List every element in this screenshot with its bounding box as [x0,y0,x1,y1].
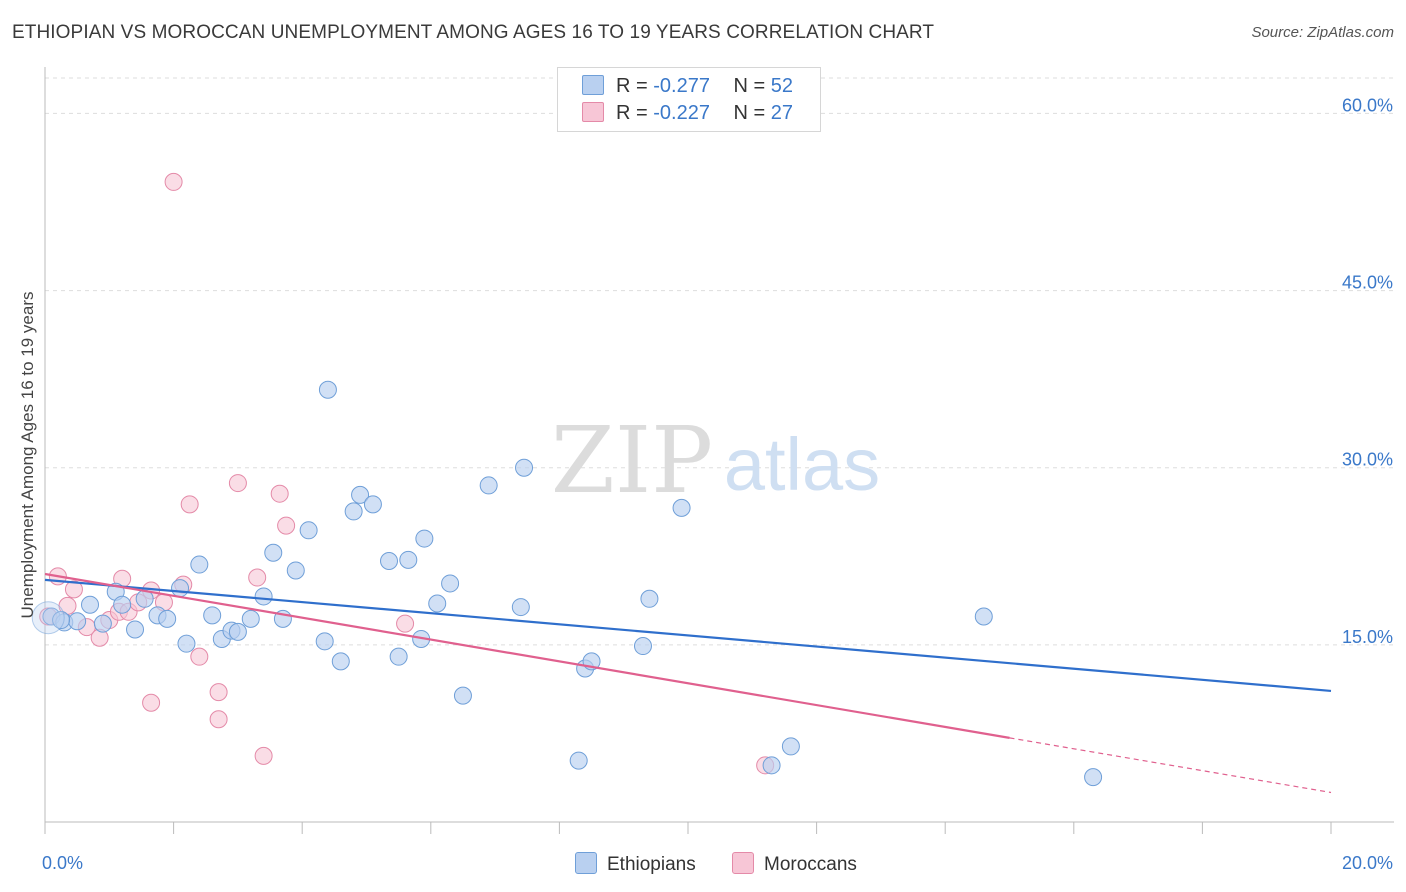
y-tick-label: 45.0% [1342,273,1393,293]
legend-n-label: N = [733,102,771,124]
ethiopians-point [81,595,100,614]
legend-n-label: N = [733,75,771,97]
ethiopians-point [241,609,260,628]
ethiopians-point [93,614,112,633]
watermark-zip: ZIP [551,407,713,514]
legend: R = -0.277 N = 52 R = -0.227 N = 27 [557,67,821,132]
ethiopians-point [228,622,247,641]
legend-n-value: 52 [770,75,794,97]
moroccans-point [209,710,228,729]
ethiopians-point [254,587,273,606]
ethiopians-point [781,737,800,756]
moroccans-trend-line-dashed [1009,737,1332,794]
ethiopians-point [453,686,472,705]
bottom-legend-moroccans: Moroccans [732,852,857,876]
ethiopians-point [203,606,222,625]
legend-n-value: 27 [770,102,794,124]
ethiopians-point [286,561,305,580]
ethiopians-point [479,476,498,495]
legend-r-label: R = [616,102,654,124]
x-tick-label: 20.0% [1342,853,1393,873]
bottom-legend-label-ethiopians: Ethiopians [607,854,696,875]
ethiopians-point [299,521,318,540]
ethiopians-point [171,579,190,598]
ethiopians-point [52,611,71,630]
y-tick-label: 15.0% [1342,627,1393,647]
ethiopians-point [318,380,337,399]
watermark-atlas: atlas [724,423,880,506]
ethiopians-point [974,607,993,626]
ethiopians-cluster-point [31,601,65,635]
moroccans-point [190,647,209,666]
legend-r-value: -0.277 [653,75,710,97]
ethiopians-point [511,598,530,617]
ethiopians-point [264,543,283,562]
bottom-legend-ethiopians: Ethiopians [575,852,696,876]
bottom-legend-swatch-ethiopians [575,852,597,874]
ethiopians-trend-line [44,578,1332,693]
bottom-legend-label-moroccans: Moroccans [764,854,857,875]
moroccans-point [228,474,247,493]
moroccans-point [248,568,267,587]
ethiopians-point [640,589,659,608]
ethiopians-point [1084,768,1103,787]
ethiopians-point [672,498,691,517]
ethiopians-point [389,647,408,666]
tick-labels: 15.0% 30.0% 45.0% 60.0% 0.0% 20.0% [42,95,1393,873]
moroccans-point [270,484,289,503]
ethiopians-point [190,555,209,574]
moroccans-point [164,172,183,191]
y-axis-label: Unemployment Among Ages 16 to 19 years [18,291,37,619]
y-tick-label: 60.0% [1342,95,1393,115]
y-tick-label: 30.0% [1342,450,1393,470]
ethiopians-point [126,620,145,639]
moroccans-point [277,516,296,535]
ethiopians-point [344,502,363,521]
moroccans-trend-line [44,572,1010,739]
ethiopians-point [158,609,177,628]
bottom-legend-swatch-moroccans [732,852,754,874]
moroccans-point [142,693,161,712]
ethiopians-points [31,380,1103,787]
moroccans-point [396,614,415,633]
ethiopians-point [351,485,370,504]
ethiopians-point [380,552,399,571]
watermark: ZIP atlas [551,407,880,514]
legend-r-value: -0.227 [653,102,710,124]
moroccans-point [209,683,228,702]
ethiopians-point [113,595,132,614]
ethiopians-point [441,574,460,593]
legend-row-moroccans: R = -0.227 N = 27 [582,102,793,125]
ethiopians-point [569,751,588,770]
ethiopians-point [399,550,418,569]
ethiopians-point [633,637,652,656]
ethiopians-point [177,634,196,653]
x-tick-label: 0.0% [42,853,83,873]
legend-row-ethiopians: R = -0.277 N = 52 [582,75,793,98]
ethiopians-point [331,652,350,671]
moroccans-point [254,746,273,765]
moroccans-point [64,580,83,599]
ethiopians-point [315,632,334,651]
axes [44,67,1394,834]
chart-title: ETHIOPIAN VS MOROCCAN UNEMPLOYMENT AMONG… [12,22,935,43]
ethiopians-point [515,458,534,477]
trend-lines [44,572,1332,794]
legend-swatch-moroccans [582,102,604,122]
ethiopians-point [68,612,87,631]
ethiopians-point [363,495,382,514]
grid-lines [45,77,1394,646]
source-label: Source: ZipAtlas.com [1251,24,1394,41]
ethiopians-point [762,756,781,775]
ethiopians-point [428,594,447,613]
moroccans-point [180,495,199,514]
ethiopians-point [415,529,434,548]
legend-r-label: R = [616,75,654,97]
legend-swatch-ethiopians [582,75,604,95]
